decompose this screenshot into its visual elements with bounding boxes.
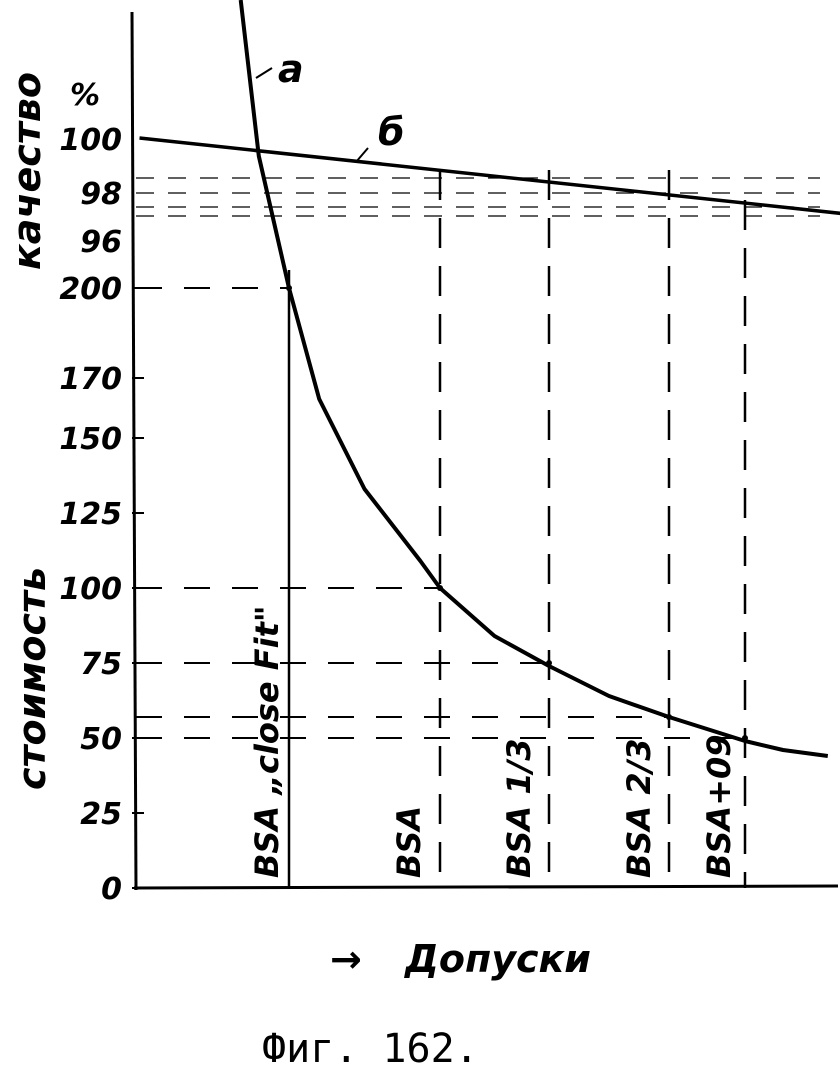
quality-tick-label: 98: [80, 177, 122, 212]
x-axis: [133, 884, 839, 890]
data-point: [546, 660, 552, 666]
x-category-label: BSA 1/3: [500, 738, 538, 878]
x-category-label: BSA 2/3: [620, 738, 658, 878]
quality-tick-label: 96: [80, 225, 122, 260]
x-category-label: BSA: [390, 806, 428, 878]
data-point: [437, 585, 443, 591]
series-label-b-leader: [355, 147, 369, 163]
x-axis-label: Допуски: [404, 937, 591, 981]
quality-unit: %: [70, 78, 100, 113]
data-point: [742, 735, 748, 741]
x-category-label: BSA+09: [700, 734, 738, 878]
figure-caption: Фиг. 162.: [262, 1026, 479, 1072]
cost-tick-label: 25: [80, 797, 122, 832]
x-category-label: BSA „close Fit": [248, 605, 286, 878]
x-axis-arrow: →: [330, 937, 362, 981]
data-point: [286, 285, 292, 291]
cost-axis-label: стоимость: [10, 567, 54, 790]
y-tick-labels: 0 25 50 75 100 125 150 170 200 100 98 96: [59, 123, 144, 907]
quality-tick-label: 100: [59, 123, 122, 158]
y-axis: [130, 11, 138, 891]
cost-tick-label: 0: [101, 872, 122, 907]
series-line-б: [139, 136, 840, 216]
cost-tick-label: 150: [59, 422, 122, 457]
cost-tick-label: 200: [59, 272, 122, 307]
series-label-b: б: [378, 110, 405, 154]
series-label-a: а: [278, 47, 304, 91]
cost-tick-label: 100: [59, 572, 122, 607]
cost-tick-label: 125: [59, 497, 122, 532]
data-point: [666, 714, 672, 720]
series-label-a-leader: [255, 67, 273, 79]
guide-lines: [136, 170, 820, 888]
cost-tick-label: 50: [80, 722, 122, 757]
series: аб: [139, 0, 840, 758]
cost-tick-label: 170: [59, 362, 122, 397]
cost-tick-label: 75: [80, 647, 122, 682]
series-line-а: [238, 0, 829, 758]
x-tick-labels: BSA „close Fit" BSA BSA 1/3 BSA 2/3 BSA+09: [248, 605, 738, 878]
quality-axis-label: качество: [5, 72, 49, 270]
